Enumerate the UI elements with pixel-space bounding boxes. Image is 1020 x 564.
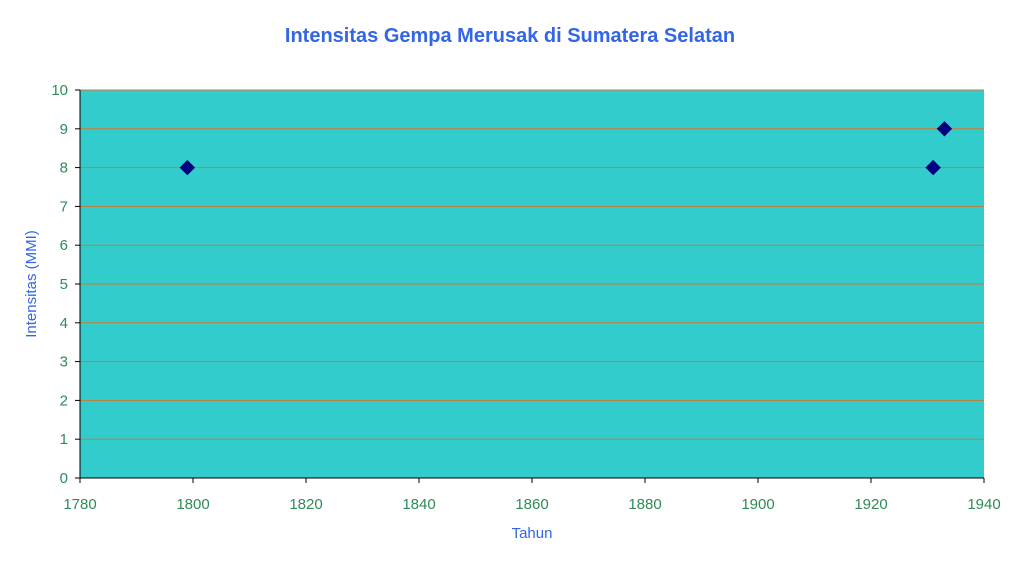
x-tick-label: 1840 (402, 496, 435, 513)
data-point-marker (936, 121, 953, 137)
x-tick-label: 1860 (515, 496, 548, 513)
y-tick-label: 9 (60, 121, 68, 138)
y-axis-ticks: 0 1 2 3 4 5 6 7 8 9 10 (51, 82, 80, 487)
y-tick-label: 5 (60, 276, 68, 293)
x-tick-label: 1780 (63, 496, 96, 513)
x-axis-title: Tahun (512, 525, 553, 542)
gridlines (80, 89, 984, 440)
y-tick-label: 1 (60, 431, 68, 448)
y-tick-label: 2 (60, 392, 68, 409)
y-tick-label: 0 (60, 470, 68, 487)
x-axis-ticks: 1780 1800 1820 1840 1860 1880 1900 1920 1940 (63, 478, 1001, 513)
chart-title: Intensitas Gempa Merusak di Sumatera Sel… (285, 25, 735, 47)
y-tick-label: 7 (60, 198, 68, 215)
x-tick-label: 1920 (854, 496, 887, 513)
y-axis-title: Intensitas (MMI) (23, 230, 40, 338)
x-tick-label: 1880 (628, 496, 661, 513)
y-tick-label: 6 (60, 237, 68, 254)
x-tick-label: 1900 (741, 496, 774, 513)
x-tick-label: 1820 (289, 496, 322, 513)
data-point-marker (179, 159, 196, 176)
data-points (179, 121, 953, 176)
y-tick-label: 3 (60, 354, 68, 371)
x-tick-label: 1940 (967, 496, 1000, 513)
y-tick-label: 10 (51, 82, 68, 99)
y-tick-label: 4 (60, 315, 68, 332)
y-tick-label: 8 (60, 160, 68, 177)
data-point-marker (925, 159, 941, 176)
x-tick-label: 1800 (176, 496, 209, 513)
